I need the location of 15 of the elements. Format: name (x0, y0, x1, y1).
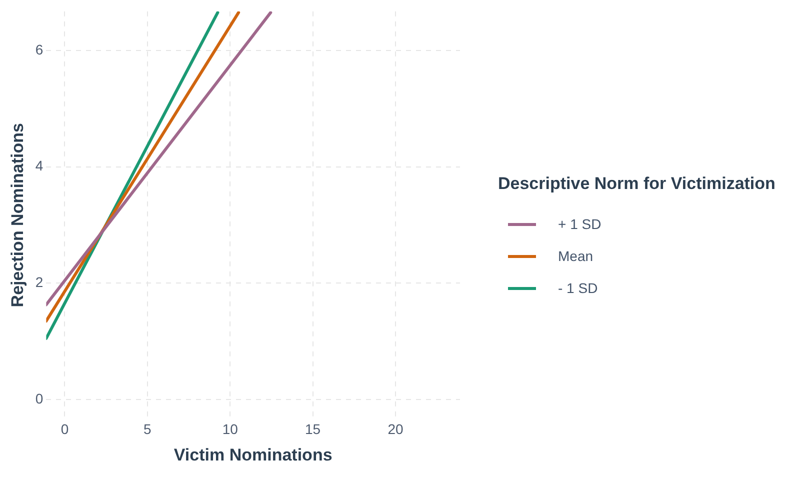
x-tick-label: 5 (144, 421, 152, 438)
x-tick-label: 20 (388, 421, 404, 438)
x-tick-label: 10 (222, 421, 238, 438)
x-tick-label: 0 (60, 421, 69, 438)
x-tick-label: 15 (305, 421, 321, 438)
legend-label: + 1 SD (558, 216, 602, 232)
y-tick-label: 2 (35, 274, 44, 290)
legend-label: - 1 SD (558, 280, 598, 296)
legend-title: Descriptive Norm for Victimization (498, 174, 776, 194)
legend-label: Mean (558, 248, 594, 264)
y-tick-label: 4 (35, 158, 44, 174)
y-axis-title: Rejection Nominations (8, 123, 27, 308)
x-axis-title: Victim Nominations (174, 445, 332, 464)
y-tick-label: 0 (35, 390, 44, 406)
y-tick-label: 6 (35, 41, 44, 58)
